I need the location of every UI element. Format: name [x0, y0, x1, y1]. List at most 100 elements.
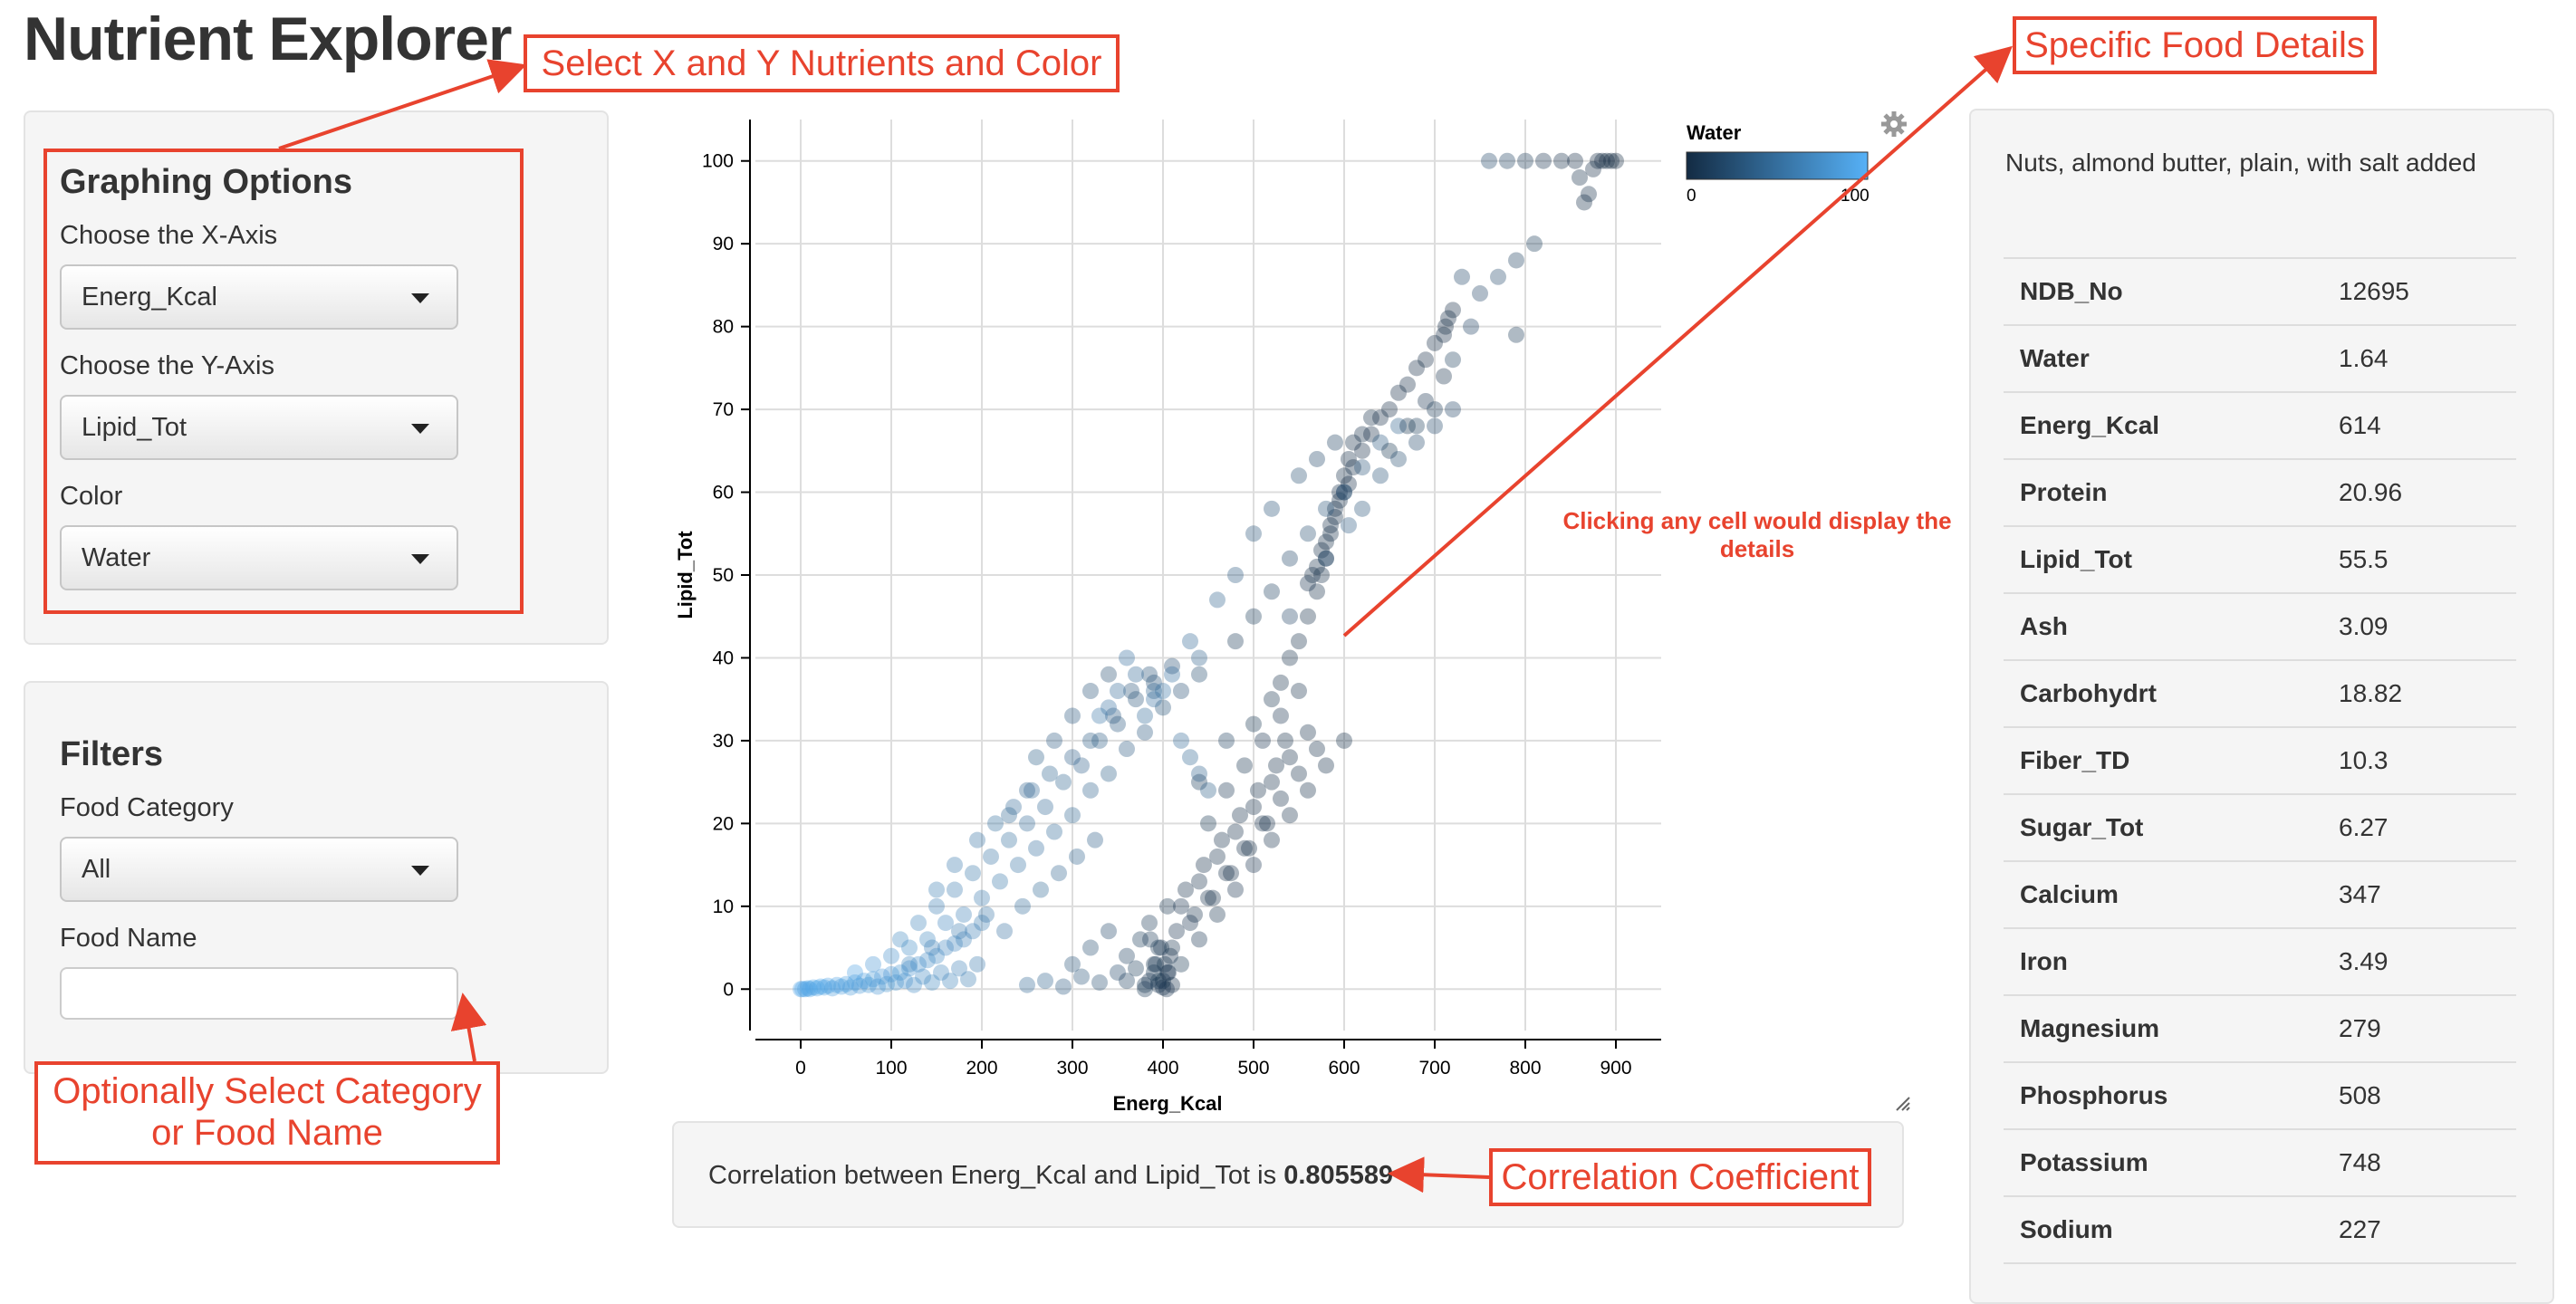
food-name-input[interactable]	[60, 967, 458, 1020]
data-point[interactable]	[1168, 923, 1185, 940]
data-point[interactable]	[1264, 831, 1280, 849]
data-point[interactable]	[833, 978, 850, 995]
data-point[interactable]	[1128, 960, 1144, 977]
data-point[interactable]	[1463, 318, 1479, 335]
data-point[interactable]	[1526, 235, 1543, 253]
data-point[interactable]	[1408, 434, 1425, 451]
data-point[interactable]	[1250, 781, 1266, 799]
data-point[interactable]	[883, 947, 899, 964]
data-point[interactable]	[879, 975, 895, 992]
data-point[interactable]	[1150, 939, 1167, 956]
data-point[interactable]	[1291, 765, 1307, 782]
data-point[interactable]	[924, 939, 940, 956]
data-point[interactable]	[919, 931, 936, 948]
data-point[interactable]	[947, 881, 963, 898]
data-point[interactable]	[1245, 715, 1262, 733]
data-point[interactable]	[1581, 186, 1597, 203]
data-point[interactable]	[1155, 683, 1171, 700]
data-point[interactable]	[1318, 500, 1334, 517]
data-point[interactable]	[1119, 741, 1135, 758]
data-point[interactable]	[901, 960, 918, 977]
data-point[interactable]	[1123, 683, 1139, 700]
data-point[interactable]	[1196, 857, 1212, 874]
data-point[interactable]	[1567, 152, 1583, 169]
data-point[interactable]	[1472, 285, 1488, 302]
data-point[interactable]	[1205, 889, 1221, 906]
data-point[interactable]	[842, 979, 859, 996]
data-point[interactable]	[1218, 781, 1235, 799]
data-point[interactable]	[1160, 964, 1177, 981]
data-point[interactable]	[1019, 976, 1035, 993]
data-point[interactable]	[1142, 931, 1158, 948]
data-point[interactable]	[1427, 417, 1443, 435]
data-point[interactable]	[1087, 831, 1103, 849]
data-point[interactable]	[1227, 567, 1244, 583]
data-point[interactable]	[1227, 633, 1244, 650]
data-point[interactable]	[1137, 981, 1153, 998]
data-point[interactable]	[1427, 401, 1443, 418]
data-point[interactable]	[1150, 973, 1167, 990]
data-point[interactable]	[1318, 550, 1334, 567]
data-point[interactable]	[897, 973, 913, 990]
data-point[interactable]	[851, 977, 868, 994]
data-point[interactable]	[919, 952, 936, 969]
data-point[interactable]	[1236, 839, 1253, 857]
data-point[interactable]	[1191, 931, 1207, 948]
data-point[interactable]	[1254, 815, 1271, 832]
data-point[interactable]	[1354, 442, 1370, 459]
data-point[interactable]	[1128, 666, 1144, 683]
data-point[interactable]	[1209, 906, 1226, 923]
data-point[interactable]	[1481, 152, 1497, 169]
data-point[interactable]	[1055, 978, 1072, 995]
data-point[interactable]	[1164, 657, 1180, 675]
data-point[interactable]	[1309, 558, 1325, 575]
data-point[interactable]	[1445, 401, 1461, 418]
data-point[interactable]	[1064, 807, 1081, 824]
data-point[interactable]	[805, 979, 822, 996]
data-point[interactable]	[1327, 434, 1343, 451]
data-point[interactable]	[1091, 973, 1108, 991]
data-point[interactable]	[1159, 964, 1176, 981]
data-point[interactable]	[1259, 815, 1275, 832]
data-point[interactable]	[820, 977, 836, 994]
data-point[interactable]	[1227, 823, 1244, 840]
data-point[interactable]	[1064, 955, 1081, 973]
data-point[interactable]	[1073, 968, 1090, 985]
data-point[interactable]	[1309, 583, 1325, 600]
data-point[interactable]	[1001, 831, 1017, 849]
data-point[interactable]	[1291, 467, 1307, 484]
data-point[interactable]	[892, 931, 908, 948]
data-point[interactable]	[906, 976, 922, 993]
data-point[interactable]	[1273, 674, 1289, 691]
data-point[interactable]	[1132, 931, 1149, 948]
data-point[interactable]	[1200, 781, 1216, 799]
data-point[interactable]	[847, 973, 863, 991]
data-point[interactable]	[1517, 152, 1533, 169]
data-point[interactable]	[1282, 608, 1298, 625]
data-point[interactable]	[1318, 533, 1334, 551]
data-point[interactable]	[1046, 823, 1062, 840]
data-point[interactable]	[915, 968, 931, 985]
data-point[interactable]	[1164, 939, 1180, 956]
data-point[interactable]	[1445, 351, 1461, 369]
data-point[interactable]	[1064, 707, 1081, 724]
data-point[interactable]	[947, 857, 963, 874]
food-category-select[interactable]: All	[60, 837, 458, 902]
data-point[interactable]	[797, 981, 813, 998]
data-point[interactable]	[1177, 881, 1194, 898]
data-point[interactable]	[937, 915, 954, 932]
data-point[interactable]	[1153, 939, 1169, 956]
data-point[interactable]	[1037, 799, 1053, 816]
data-point[interactable]	[1209, 591, 1226, 609]
data-point[interactable]	[1110, 715, 1126, 733]
data-point[interactable]	[960, 971, 976, 988]
data-point[interactable]	[1146, 955, 1162, 973]
data-point[interactable]	[924, 973, 940, 991]
data-point[interactable]	[1005, 799, 1022, 816]
data-point[interactable]	[974, 915, 990, 932]
data-point[interactable]	[1028, 749, 1044, 766]
data-point[interactable]	[1028, 839, 1044, 857]
data-point[interactable]	[860, 976, 877, 993]
data-point[interactable]	[1191, 765, 1207, 782]
data-point[interactable]	[974, 889, 990, 906]
